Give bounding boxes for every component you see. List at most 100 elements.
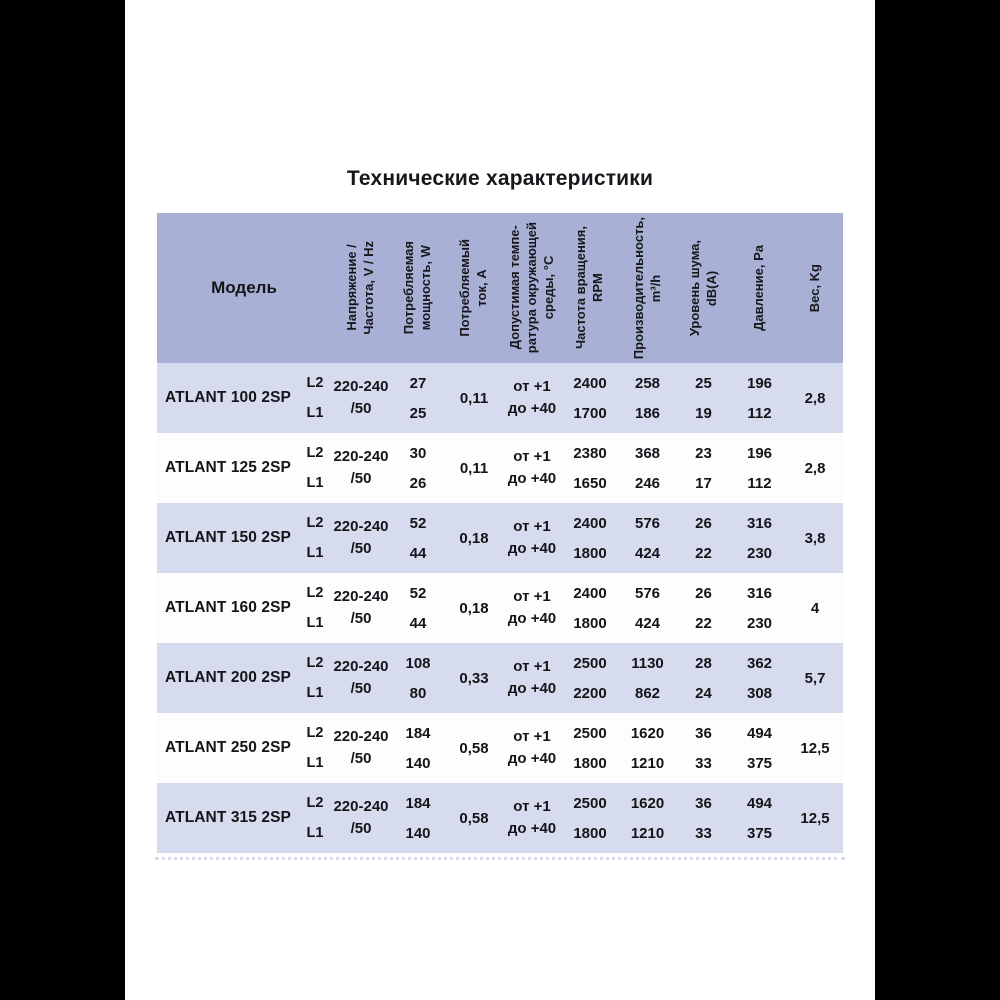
rpm-cell: 2500 1800 — [561, 783, 619, 853]
current-value: 0,11 — [459, 389, 489, 407]
voltage-cell: 220-240 /50 — [331, 363, 391, 433]
value-l2: 2400 — [573, 514, 607, 532]
voltage-value: 220-240 /50 — [333, 588, 389, 627]
value-l2: 52 — [409, 514, 427, 532]
voltage-value: 220-240 /50 — [333, 658, 389, 697]
spec-table: Модель Напряжение / Частота, V / Hz Потр… — [157, 213, 843, 853]
value-l2: 258 — [634, 374, 661, 392]
speed-labels-cell: L2 L1 — [299, 503, 331, 573]
model-cell: ATLANT 150 2SP — [157, 503, 299, 573]
temperature-cell: от +1 до +40 — [503, 573, 561, 643]
header-pressure: Давление, Pa — [731, 213, 788, 363]
capacity-cell: 1130 862 — [619, 643, 676, 713]
value-l1: 230 — [746, 544, 773, 562]
speed-labels-cell: L2 L1 — [299, 363, 331, 433]
pressure-cell: 362 308 — [731, 643, 788, 713]
value-l1: 424 — [634, 544, 661, 562]
letterbox-right — [875, 0, 1000, 1000]
model-cell: ATLANT 160 2SP — [157, 573, 299, 643]
weight-cell: 4 — [788, 573, 842, 643]
value-l1: 80 — [409, 684, 427, 702]
table-row: ATLANT 125 2SP L2 L1 220-240 /50 30 26 0,1… — [157, 433, 843, 503]
power-cell: 184 140 — [391, 713, 445, 783]
value-l2: 26 — [695, 514, 712, 532]
pressure-cell: 494 375 — [731, 713, 788, 783]
header-temperature-label: Допустимая темпе- ратура окружающей сред… — [506, 222, 556, 354]
value-l1: 26 — [409, 474, 427, 492]
temperature-value: от +1 до +40 — [507, 658, 557, 697]
letterbox-left — [0, 0, 125, 1000]
voltage-cell: 220-240 /50 — [331, 643, 391, 713]
voltage-cell: 220-240 /50 — [331, 713, 391, 783]
header-current-label: Потребляемый ток, А — [457, 239, 489, 337]
value-l1: 33 — [695, 824, 712, 842]
value-l1: 112 — [747, 404, 772, 422]
weight-value: 2,8 — [804, 389, 826, 407]
weight-cell: 2,8 — [788, 433, 842, 503]
voltage-cell: 220-240 /50 — [331, 573, 391, 643]
rpm-cell: 2400 1800 — [561, 573, 619, 643]
speed-label-l1: L1 — [306, 755, 324, 771]
header-weight-label: Вес, Kg — [806, 263, 822, 313]
header-model-label: Модель — [211, 278, 277, 297]
table-row: ATLANT 250 2SP L2 L1 220-240 /50 184 140 0… — [157, 713, 843, 783]
noise-cell: 25 19 — [676, 363, 731, 433]
header-current: Потребляемый ток, А — [445, 213, 503, 363]
speed-label-l2: L2 — [306, 515, 324, 531]
value-l2: 2500 — [573, 794, 607, 812]
noise-cell: 36 33 — [676, 713, 731, 783]
rpm-cell: 2380 1650 — [561, 433, 619, 503]
header-rpm-label: Частота вращения, RPM — [573, 226, 605, 350]
value-l2: 2500 — [573, 724, 607, 742]
capacity-cell: 1620 1210 — [619, 783, 676, 853]
value-l2: 26 — [695, 584, 712, 602]
temperature-value: от +1 до +40 — [507, 518, 557, 557]
value-l2: 36 — [695, 794, 712, 812]
speed-label-l2: L2 — [306, 725, 324, 741]
header-voltage: Напряжение / Частота, V / Hz — [331, 213, 391, 363]
speed-label-l2: L2 — [306, 795, 324, 811]
value-l2: 108 — [405, 654, 431, 672]
power-cell: 52 44 — [391, 573, 445, 643]
model-cell: ATLANT 200 2SP — [157, 643, 299, 713]
power-cell: 27 25 — [391, 363, 445, 433]
value-l1: 375 — [746, 754, 773, 772]
power-cell: 30 26 — [391, 433, 445, 503]
current-cell: 0,33 — [445, 643, 503, 713]
capacity-cell: 368 246 — [619, 433, 676, 503]
weight-value: 12,5 — [800, 739, 830, 757]
value-l2: 196 — [746, 374, 773, 392]
value-l1: 44 — [409, 544, 427, 562]
value-l1: 424 — [634, 614, 661, 632]
temperature-cell: от +1 до +40 — [503, 433, 561, 503]
voltage-value: 220-240 /50 — [333, 448, 389, 487]
pressure-cell: 316 230 — [731, 503, 788, 573]
value-l2: 27 — [409, 374, 427, 392]
current-cell: 0,18 — [445, 503, 503, 573]
value-l2: 23 — [695, 444, 712, 462]
model-name: ATLANT 150 2SP — [164, 529, 291, 546]
temperature-cell: от +1 до +40 — [503, 643, 561, 713]
value-l1: 112 — [747, 474, 772, 492]
power-cell: 52 44 — [391, 503, 445, 573]
rpm-cell: 2400 1800 — [561, 503, 619, 573]
value-l1: 140 — [405, 754, 431, 772]
temperature-value: от +1 до +40 — [507, 378, 557, 417]
value-l1: 375 — [746, 824, 773, 842]
weight-cell: 12,5 — [788, 713, 842, 783]
model-name: ATLANT 100 2SP — [164, 389, 291, 406]
weight-cell: 3,8 — [788, 503, 842, 573]
rpm-cell: 2500 2200 — [561, 643, 619, 713]
value-l2: 25 — [695, 374, 712, 392]
speed-label-l1: L1 — [306, 545, 324, 561]
speed-label-l1: L1 — [306, 475, 324, 491]
model-name: ATLANT 315 2SP — [164, 809, 291, 826]
value-l1: 1650 — [573, 474, 607, 492]
value-l2: 2500 — [573, 654, 607, 672]
value-l2: 2400 — [573, 584, 607, 602]
model-name: ATLANT 200 2SP — [164, 669, 291, 686]
value-l2: 196 — [746, 444, 773, 462]
temperature-value: от +1 до +40 — [507, 728, 557, 767]
value-l1: 862 — [634, 684, 661, 702]
current-cell: 0,11 — [445, 433, 503, 503]
